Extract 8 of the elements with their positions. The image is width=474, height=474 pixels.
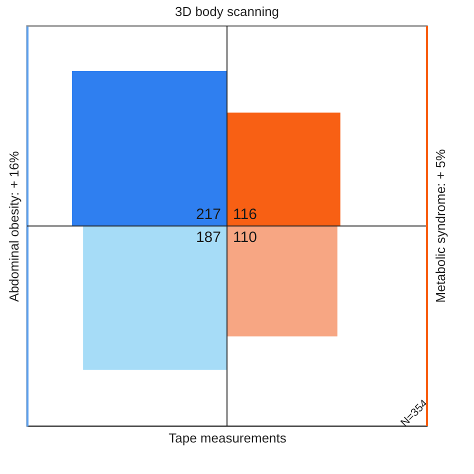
text: Tape measurements bbox=[168, 430, 287, 446]
data-label: 187 bbox=[196, 229, 221, 246]
data-label: 110 bbox=[233, 229, 257, 246]
data-label: 116 bbox=[233, 206, 257, 223]
text: Abdominal obesity: + 16% bbox=[6, 150, 22, 302]
text: Metabolic syndrome: + 5% bbox=[433, 148, 448, 303]
data-label: 217 bbox=[196, 206, 221, 223]
text: 3D body scanning bbox=[174, 4, 280, 19]
